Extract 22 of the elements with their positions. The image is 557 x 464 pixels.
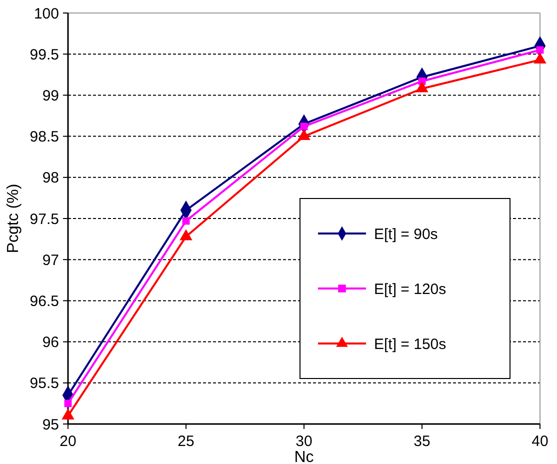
x-tick-label: 20 xyxy=(60,433,76,450)
legend-label: E[t] = 90s xyxy=(374,226,438,243)
point xyxy=(64,400,72,408)
y-tick-label: 98 xyxy=(42,170,59,187)
y-tick-label: 99 xyxy=(42,87,59,104)
y-tick-label: 97.5 xyxy=(30,210,59,228)
legend-label: E[t] = 120s xyxy=(374,280,446,298)
y-tick-label: 96.5 xyxy=(30,292,59,310)
legend-label: E[t] = 150s xyxy=(374,336,446,353)
x-axis-title: Nc xyxy=(294,449,314,464)
y-axis-title: Pcgtc (%) xyxy=(5,184,22,254)
y-tick-label: 95.5 xyxy=(30,375,59,392)
y-tick-label: 98.5 xyxy=(30,128,59,146)
x-tick-label: 40 xyxy=(532,433,548,450)
y-tick-label: 99.5 xyxy=(30,46,59,64)
y-tick-label: 100 xyxy=(34,5,59,22)
y-tick-label: 97 xyxy=(42,252,59,269)
x-tick-label: 35 xyxy=(414,433,430,450)
x-tick-label: 25 xyxy=(178,433,194,450)
y-tick-label: 96 xyxy=(42,334,59,352)
x-tick-label: 30 xyxy=(296,433,312,450)
y-tick-label: 95 xyxy=(42,416,59,434)
